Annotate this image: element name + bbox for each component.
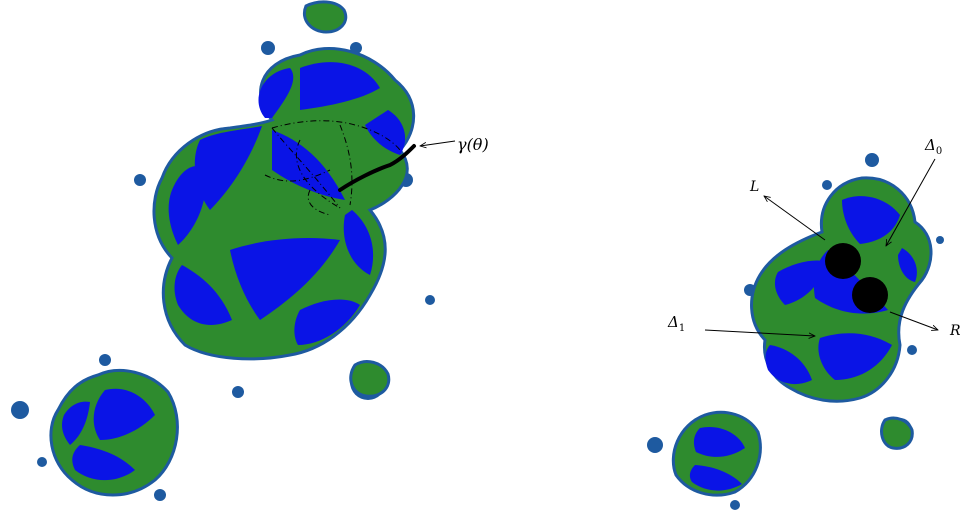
left-main-body	[49, 0, 416, 497]
left-julia-set: γ(θ)	[11, 0, 489, 501]
disc-lower	[852, 277, 888, 313]
gamma-arrow	[420, 140, 456, 146]
L-arrow	[764, 196, 826, 241]
label-delta0: Δ0	[924, 136, 942, 157]
delta0-arrow	[886, 158, 936, 246]
left-blue-petals	[62, 62, 406, 481]
left-guide-curves	[264, 120, 401, 216]
gamma-curve	[338, 144, 416, 192]
delta1-arrow	[704, 329, 815, 336]
label-delta1: Δ1	[667, 313, 685, 334]
label-delta1-sub: 1	[679, 323, 685, 334]
label-delta0-sub: 0	[936, 146, 942, 157]
right-julia-set: L R Δ0 Δ1	[647, 136, 961, 510]
label-delta0-symbol: Δ	[924, 136, 936, 154]
label-L: L	[749, 179, 759, 195]
right-blue-petals	[689, 196, 917, 491]
label-R: R	[949, 323, 961, 339]
R-arrow	[889, 311, 938, 330]
label-delta1-symbol: Δ	[667, 313, 679, 331]
disc-upper	[825, 243, 861, 279]
gamma-label: γ(θ)	[457, 135, 489, 154]
